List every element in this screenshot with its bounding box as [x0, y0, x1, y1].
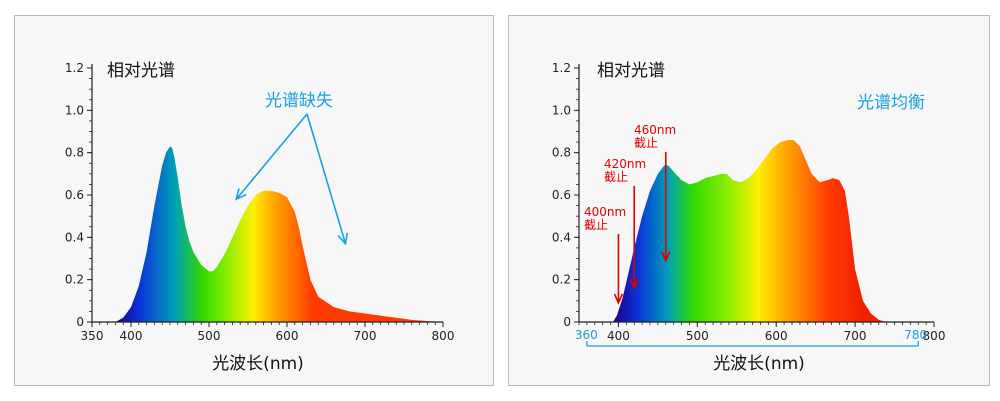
spectrum-area-right	[612, 139, 887, 322]
x-tick-label: 400	[120, 329, 143, 343]
spectrum-chart-left: 0 0.2 0.4 0.6 0.8 1.0 1.2 350 400 500 600 700 800 相对…	[65, 61, 455, 374]
x-tick-label: 800	[432, 329, 455, 343]
cutoff-arrow-head	[613, 293, 624, 305]
chart-panel-left: 0 0.2 0.4 0.6 0.8 1.0 1.2 350 400 500 600 700 800 相对…	[14, 15, 494, 386]
y-tick-label: 0.8	[552, 146, 571, 160]
y-tick-label: 0	[563, 315, 571, 329]
range-start-label: 360	[575, 328, 598, 342]
annotation-arrow-line	[306, 113, 347, 244]
y-axis-label-left: 相对光谱	[107, 61, 175, 81]
x-tick-label: 600	[765, 329, 788, 343]
x-axis-label-left: 光波长(nm)	[212, 354, 304, 374]
y-tick-label: 0.8	[65, 146, 84, 160]
y-tick-label: 1.0	[65, 103, 84, 117]
y-tick-label: 1.2	[552, 61, 571, 75]
cutoff-wavelength-label: 420nm	[604, 157, 646, 171]
y-tick-label: 0.2	[552, 273, 571, 287]
y-tick-label: 0.6	[65, 188, 84, 202]
balanced-spectrum-annotation: 光谱均衡	[857, 93, 925, 113]
y-tick-label: 0.6	[552, 188, 571, 202]
y-tick-label: 1.2	[65, 61, 84, 75]
x-tick-label: 350	[81, 329, 104, 343]
missing-spectrum-arrows	[235, 113, 349, 246]
y-tick-label: 0.4	[552, 230, 571, 244]
y-axis-label-right: 相对光谱	[597, 61, 665, 81]
y-tick-label: 1.0	[552, 103, 571, 117]
x-tick-label: 400	[607, 329, 630, 343]
cutoff-text-label: 截止	[604, 170, 628, 184]
cutoff-arrow-head	[661, 251, 671, 263]
cutoff-text-label: 截止	[634, 136, 658, 150]
cutoff-text-label: 截止	[584, 218, 608, 232]
x-tick-label: 700	[354, 329, 377, 343]
y-tick-label: 0	[76, 315, 84, 329]
x-tick-label: 500	[198, 329, 221, 343]
annotation-arrow-head	[337, 232, 349, 246]
annotation-arrow-head	[235, 188, 247, 201]
cutoff-arrow-head	[629, 278, 639, 291]
cutoff-wavelength-label: 460nm	[634, 123, 676, 137]
y-tick-label: 0.4	[65, 230, 84, 244]
x-tick-label: 700	[844, 329, 867, 343]
cutoff-wavelength-label: 400nm	[584, 205, 626, 219]
annotation-arrow-line	[235, 113, 308, 200]
x-axis-label-right: 光波长(nm)	[713, 354, 805, 374]
y-tick-label: 0.2	[65, 273, 84, 287]
x-tick-label: 800	[923, 329, 946, 343]
wavelength-range-bracket: 360 780	[575, 328, 927, 347]
missing-spectrum-annotation: 光谱缺失	[265, 91, 333, 111]
chart-panel-right: 0 0.2 0.4 0.6 0.8 1.0 1.2 400 500 600 700 800 相对光谱 …	[508, 15, 990, 386]
spectrum-area-left	[115, 146, 444, 322]
range-end-label: 780	[904, 328, 927, 342]
x-tick-label: 500	[686, 329, 709, 343]
x-tick-label: 600	[276, 329, 299, 343]
